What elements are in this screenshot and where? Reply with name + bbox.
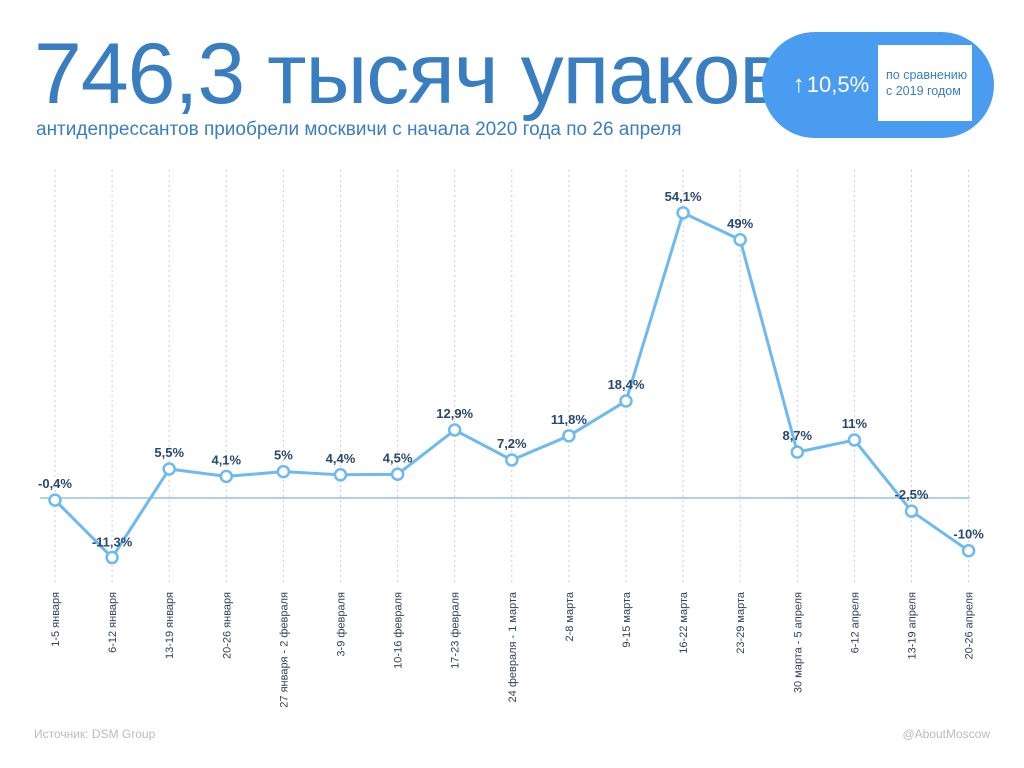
data-label: 7,2% bbox=[497, 436, 527, 451]
data-label: 54,1% bbox=[665, 189, 702, 204]
data-point bbox=[904, 504, 919, 518]
data-point bbox=[961, 543, 976, 558]
data-label: 5% bbox=[274, 448, 293, 463]
data-label: 11,8% bbox=[551, 412, 588, 427]
data-point bbox=[790, 445, 805, 459]
chart-grid bbox=[54, 170, 970, 585]
data-label: 4,4% bbox=[326, 451, 356, 466]
data-point bbox=[105, 550, 119, 565]
data-point bbox=[48, 493, 62, 507]
data-point bbox=[390, 467, 405, 482]
source-note: Источник: DSM Group bbox=[34, 727, 156, 741]
x-tick-label: 9-15 марта bbox=[621, 591, 633, 648]
x-axis-labels: 1-5 января 6-12 января 13-19 января 20-26 я… bbox=[50, 591, 976, 708]
x-tick-label: 1-5 января bbox=[50, 592, 62, 647]
data-point bbox=[162, 462, 176, 476]
x-tick-label: 6-12 января bbox=[107, 592, 119, 653]
data-point bbox=[847, 433, 862, 447]
data-point bbox=[447, 423, 462, 437]
x-tick-label: 24 февраля - 1 марта bbox=[507, 591, 519, 702]
data-label: 11% bbox=[842, 416, 868, 431]
x-tick-label: 23-29 марта bbox=[735, 591, 747, 654]
data-label: 4,1% bbox=[211, 452, 241, 467]
badge-note-line2: с 2019 годом bbox=[886, 84, 961, 98]
arrow-up-icon: ↑ bbox=[792, 71, 805, 98]
x-tick-label: 20-26 апреля bbox=[964, 592, 976, 660]
data-label: 8,7% bbox=[782, 428, 812, 443]
data-label: -2,5% bbox=[895, 487, 929, 502]
x-tick-label: 6-12 апреля bbox=[849, 592, 861, 653]
badge-note-line1: по сравнению bbox=[886, 68, 968, 82]
data-point bbox=[562, 429, 576, 443]
data-point bbox=[219, 469, 234, 484]
x-tick-label: 16-22 марта bbox=[678, 591, 690, 654]
data-point bbox=[505, 453, 519, 467]
data-points bbox=[48, 206, 976, 565]
data-label: -10% bbox=[953, 527, 984, 542]
page-subtitle: антидепрессантов приобрели москвичи с на… bbox=[36, 119, 682, 140]
data-label: 4,5% bbox=[383, 450, 413, 465]
x-tick-label: 13-19 апреля bbox=[907, 592, 919, 660]
badge-note: по сравнению с 2019 годом bbox=[878, 45, 972, 121]
data-point bbox=[733, 233, 747, 247]
data-point bbox=[333, 468, 348, 482]
data-label: 49% bbox=[727, 216, 753, 231]
data-label: -11,3% bbox=[92, 535, 133, 550]
x-tick-label: 3-9 февраля bbox=[336, 592, 348, 657]
x-tick-label: 2-8 марта bbox=[564, 591, 576, 641]
data-labels: -0,4% -11,3% 5,5% 4,1% 5% 4,4% 4,5% 12,9% 7,2% 11… bbox=[38, 189, 984, 550]
page-title: 746,3 тысяч упаковок bbox=[34, 26, 868, 122]
x-tick-label: 10-16 февраля bbox=[393, 592, 405, 669]
data-point bbox=[619, 394, 633, 408]
badge-percent: ↑ 10,5% bbox=[782, 32, 880, 138]
data-point bbox=[276, 464, 291, 479]
x-tick-label: 20-26 января bbox=[221, 592, 233, 659]
author-handle: @AboutMoscow bbox=[902, 727, 990, 741]
data-label: -0,4% bbox=[38, 476, 72, 491]
data-label: 12,9% bbox=[436, 406, 473, 421]
data-label: 18,4% bbox=[608, 377, 645, 392]
x-tick-label: 17-23 февраля bbox=[450, 592, 462, 669]
data-label: 5,5% bbox=[154, 445, 184, 460]
badge-value: 10,5% bbox=[806, 72, 870, 97]
x-tick-label: 13-19 января bbox=[164, 592, 176, 659]
data-point bbox=[676, 206, 690, 220]
x-tick-label: 30 марта - 5 апреля bbox=[792, 592, 804, 693]
x-tick-label: 27 января - 2 февраля bbox=[278, 592, 290, 708]
